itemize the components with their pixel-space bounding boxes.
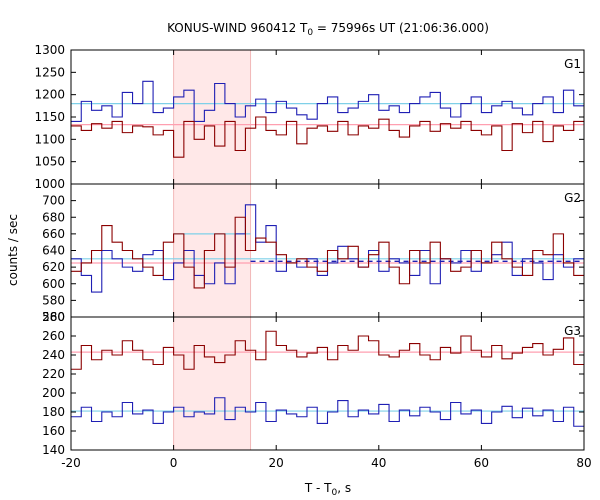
series-red-g2 (71, 216, 584, 289)
x-tick-label: 80 (576, 456, 591, 470)
y-tick-label: 560 (42, 310, 65, 324)
y-tick-label: 1100 (34, 132, 65, 146)
y-tick-label: 180 (42, 405, 65, 419)
series-red-g1 (71, 116, 584, 158)
series-red-g3 (71, 330, 584, 370)
y-tick-label: 700 (42, 194, 65, 208)
panel-g3: 140 160 180 200 220 240 260 280 G3 (42, 310, 585, 457)
x-tick-label: -20 (61, 456, 81, 470)
y-tick-label: 1050 (34, 155, 65, 169)
series-blue-g2 (71, 204, 584, 293)
y-tick-label: 1000 (34, 177, 65, 191)
x-axis-label: T - T0, s (304, 481, 351, 498)
chart-title: KONUS-WIND 960412 T0 = 75996s UT (21:06:… (167, 21, 489, 38)
panel-label: G1 (564, 57, 581, 71)
y-tick-label: 200 (42, 386, 65, 400)
y-tick-label: 600 (42, 277, 65, 291)
panel-label: G2 (564, 191, 581, 205)
y-tick-label: 580 (42, 293, 65, 307)
x-tick-label: 40 (371, 456, 386, 470)
x-tick-label: 0 (170, 456, 178, 470)
y-tick-label: 140 (42, 443, 65, 457)
panel-g2: 560 580 600 620 640 660 680 700 G2 (42, 183, 585, 324)
y-tick-label: 1200 (34, 88, 65, 102)
y-tick-label: 640 (42, 244, 65, 258)
panel-frame (70, 49, 585, 185)
y-tick-label: 240 (42, 348, 65, 362)
y-tick-label: 280 (42, 310, 65, 324)
y-tick-label: 660 (42, 227, 65, 241)
panel-label: G3 (564, 324, 581, 338)
y-tick-label: 620 (42, 260, 65, 274)
chart-area: 1000105011001150120012501300G15605806006… (34, 43, 591, 470)
x-tick-label: 60 (474, 456, 489, 470)
y-axis-label: counts / sec (6, 214, 20, 286)
y-tick-label: 1150 (34, 110, 65, 124)
panel-frame (70, 316, 585, 451)
y-tick-label: 1300 (34, 43, 65, 57)
panel-g1: 1000 1050 1100 1150 1200 1250 1300 G1 (34, 43, 585, 191)
series-blue-g3 (71, 397, 584, 427)
y-tick-label: 1250 (34, 65, 65, 79)
y-tick-label: 260 (42, 329, 65, 343)
y-tick-label: 220 (42, 367, 65, 381)
x-tick-label: 20 (269, 456, 284, 470)
series-blue-g1 (71, 80, 584, 123)
y-tick-label: 160 (42, 424, 65, 438)
y-tick-label: 680 (42, 210, 65, 224)
